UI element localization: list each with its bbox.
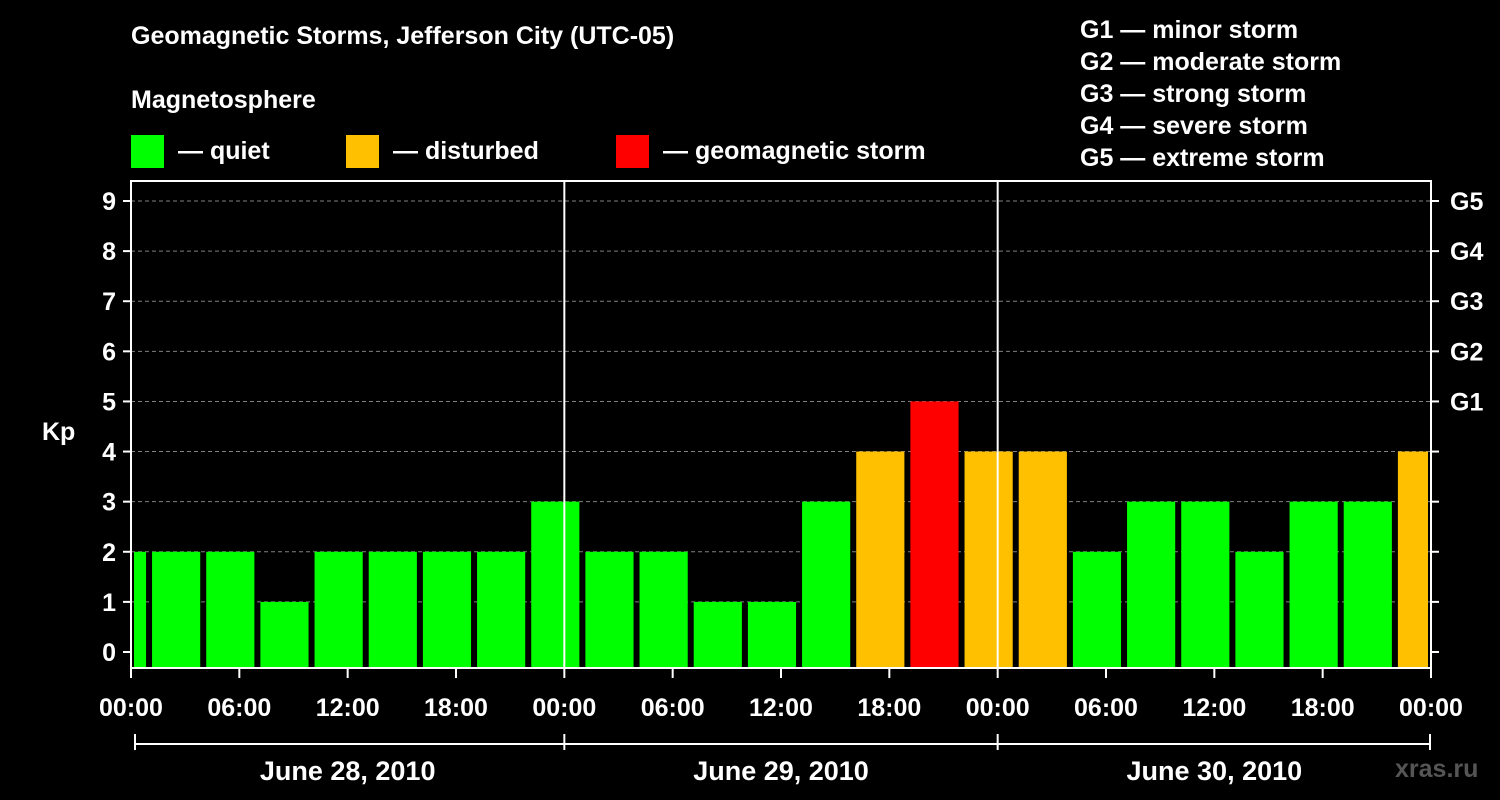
g-level-g5: G5 — extreme storm [1080,144,1325,172]
bar-quiet [1289,501,1338,668]
legend-storm: — geomagnetic storm [616,134,926,168]
bar-disturbed [964,451,1013,668]
bar-quiet [639,551,688,668]
bar-quiet [260,601,309,668]
bar-quiet [747,601,797,668]
x-tick-label: 18:00 [857,694,921,722]
x-tick-label: 12:00 [1182,694,1246,722]
date-label: June 30, 2010 [1127,756,1303,786]
bar-quiet [314,551,363,668]
g-level-g4: G4 — severe storm [1080,112,1308,140]
watermark: xras.ru [1395,755,1479,783]
bar-quiet [1072,551,1122,668]
g-level-tick-label: G5 [1450,188,1483,216]
g-level-tick-label: G4 [1450,238,1483,266]
legend-disturbed-label: — disturbed [393,136,539,165]
legend-storm-label: — geomagnetic storm [663,136,926,165]
legend-quiet-swatch [131,134,164,168]
bar-disturbed [1018,451,1067,668]
bar-quiet [477,551,526,668]
x-tick-label: 18:00 [1291,694,1355,722]
legend-disturbed-swatch [346,134,379,168]
g-level-g2: G2 — moderate storm [1080,48,1342,76]
y-tick-label: 7 [102,288,116,316]
y-tick-label: 9 [102,188,116,216]
bar-quiet [368,551,417,668]
x-tick-label: 06:00 [207,694,271,722]
x-tick-label: 12:00 [316,694,380,722]
bar-quiet [152,551,201,668]
g-level-tick-label: G2 [1450,338,1483,366]
legend-storm-swatch [616,134,649,168]
y-tick-label: 6 [102,338,116,366]
x-tick-label: 00:00 [532,694,596,722]
bar-quiet [1127,501,1176,668]
g-level-g3: G3 — strong storm [1080,80,1307,108]
x-tick-label: 00:00 [99,694,163,722]
bar-disturbed [1397,451,1428,668]
x-tick-label: 00:00 [966,694,1030,722]
chart-title: Geomagnetic Storms, Jefferson City (UTC-… [131,22,675,50]
bar-quiet [206,551,255,668]
date-label: June 29, 2010 [693,756,869,786]
g-level-tick-label: G1 [1450,388,1483,416]
y-tick-label: 4 [102,439,116,467]
x-tick-label: 06:00 [1074,694,1138,722]
legend-disturbed: — disturbed [346,134,539,168]
y-tick-label: 1 [102,589,116,617]
bar-quiet [802,501,851,668]
bar-quiet [585,551,634,668]
y-tick-label: 0 [102,639,116,667]
g-level-g1: G1 — minor storm [1080,16,1299,44]
y-tick-label: 8 [102,238,116,266]
g-level-tick-label: G3 [1450,288,1483,316]
x-tick-label: 00:00 [1399,694,1463,722]
legend-quiet-label: — quiet [178,136,270,165]
bar-quiet [1343,501,1392,668]
bar-storm [910,401,959,668]
y-tick-label: 5 [102,388,116,416]
bar-quiet [134,551,147,668]
bar-disturbed [856,451,905,668]
bar-quiet [531,501,580,668]
x-tick-label: 06:00 [641,694,705,722]
chart-subtitle: Magnetosphere [131,86,316,114]
y-tick-label: 2 [102,539,116,567]
bar-quiet [1181,501,1230,668]
g-level-list: G1 — minor storm G2 — moderate storm G3 … [1080,14,1341,174]
bar-quiet [1235,551,1284,668]
x-tick-label: 18:00 [424,694,488,722]
y-axis-label: Kp [42,418,75,446]
bar-quiet [422,551,472,668]
x-tick-label: 12:00 [749,694,813,722]
y-tick-label: 3 [102,489,116,517]
bar-quiet [693,601,742,668]
date-label: June 28, 2010 [260,756,436,786]
legend-quiet: — quiet [131,134,270,168]
